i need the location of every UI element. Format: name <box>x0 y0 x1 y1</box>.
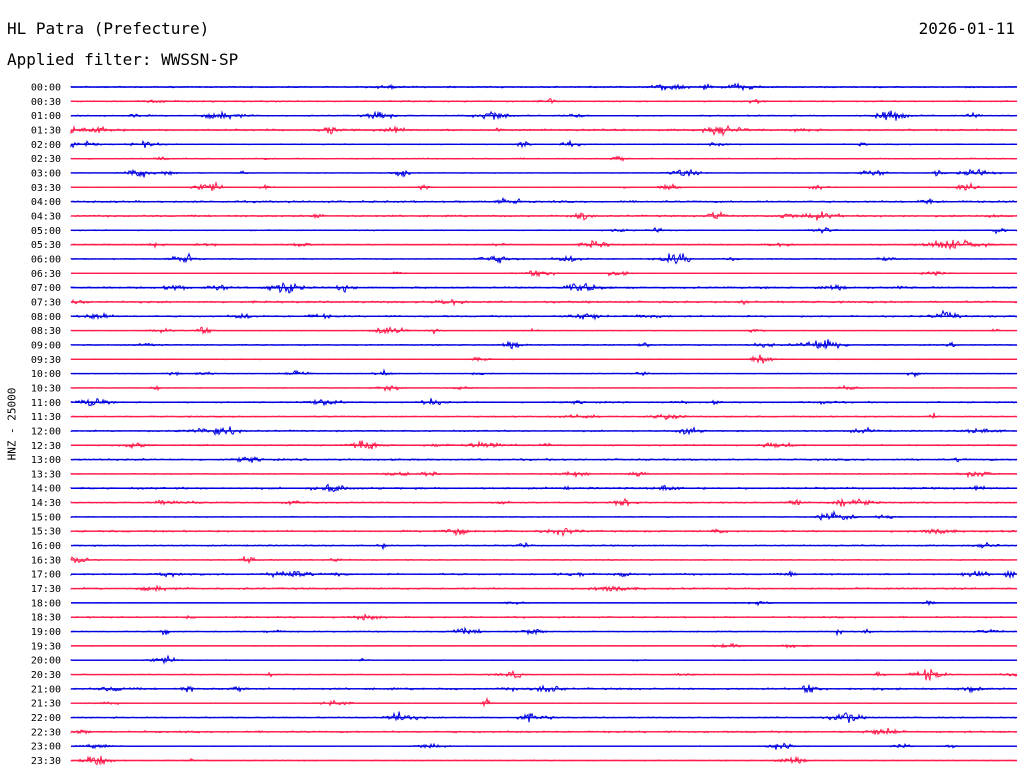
time-label-0100: 01:00 <box>31 111 61 122</box>
trace-0900 <box>70 339 1018 350</box>
time-label-1830: 18:30 <box>31 613 61 624</box>
filter-value: WWSSN-SP <box>161 50 239 69</box>
filter-line: Applied filter: WWSSN-SP <box>7 50 238 69</box>
time-label-1630: 16:30 <box>31 555 61 566</box>
time-label-0830: 08:30 <box>31 326 61 337</box>
time-label-2100: 21:00 <box>31 684 61 695</box>
time-label-1230: 12:30 <box>31 441 61 452</box>
time-label-2230: 22:30 <box>31 727 61 738</box>
time-label-1400: 14:00 <box>31 484 61 495</box>
time-label-0200: 02:00 <box>31 140 61 151</box>
time-label-0930: 09:30 <box>31 355 61 366</box>
station-title: HL Patra (Prefecture) <box>7 19 210 38</box>
time-label-1800: 18:00 <box>31 598 61 609</box>
time-label-0130: 01:30 <box>31 125 61 136</box>
time-label-2330: 23:30 <box>31 756 61 767</box>
time-label-0300: 03:00 <box>31 168 61 179</box>
time-label-1700: 17:00 <box>31 570 61 581</box>
time-label-2000: 20:00 <box>31 656 61 667</box>
time-label-0330: 03:30 <box>31 183 61 194</box>
trace-0800 <box>70 309 1018 321</box>
trace-0400 <box>70 196 1018 206</box>
time-label-0400: 04:00 <box>31 197 61 208</box>
time-label-2300: 23:00 <box>31 742 61 753</box>
time-label-2130: 21:30 <box>31 699 61 710</box>
time-label-0600: 06:00 <box>31 254 61 265</box>
time-label-1930: 19:30 <box>31 641 61 652</box>
time-label-1530: 15:30 <box>31 527 61 538</box>
time-label-1500: 15:00 <box>31 512 61 523</box>
time-label-1130: 11:30 <box>31 412 61 423</box>
time-label-1030: 10:30 <box>31 383 61 394</box>
time-label-0000: 00:00 <box>31 83 61 94</box>
time-label-0500: 05:00 <box>31 226 61 237</box>
time-label-1430: 14:30 <box>31 498 61 509</box>
time-label-0730: 07:30 <box>31 297 61 308</box>
time-label-0900: 09:00 <box>31 340 61 351</box>
time-label-1300: 13:00 <box>31 455 61 466</box>
time-label-0030: 00:30 <box>31 97 61 108</box>
filter-label: Applied filter: <box>7 50 152 69</box>
time-label-0700: 07:00 <box>31 283 61 294</box>
time-label-0230: 02:30 <box>31 154 61 165</box>
trace-1500 <box>70 510 1018 521</box>
trace-2130 <box>70 696 1017 708</box>
time-label-0430: 04:30 <box>31 211 61 222</box>
time-label-2200: 22:00 <box>31 713 61 724</box>
time-label-0530: 05:30 <box>31 240 61 251</box>
date-label: 2026-01-11 <box>918 19 1015 38</box>
time-label-1200: 12:00 <box>31 426 61 437</box>
time-label-0630: 06:30 <box>31 269 61 280</box>
time-label-1730: 17:30 <box>31 584 61 595</box>
time-label-1100: 11:00 <box>31 398 61 409</box>
time-label-1330: 13:30 <box>31 469 61 480</box>
time-label-1600: 16:00 <box>31 541 61 552</box>
time-label-1900: 19:00 <box>31 627 61 638</box>
time-label-2030: 20:30 <box>31 670 61 681</box>
time-label-0800: 08:00 <box>31 312 61 323</box>
time-label-1000: 10:00 <box>31 369 61 380</box>
